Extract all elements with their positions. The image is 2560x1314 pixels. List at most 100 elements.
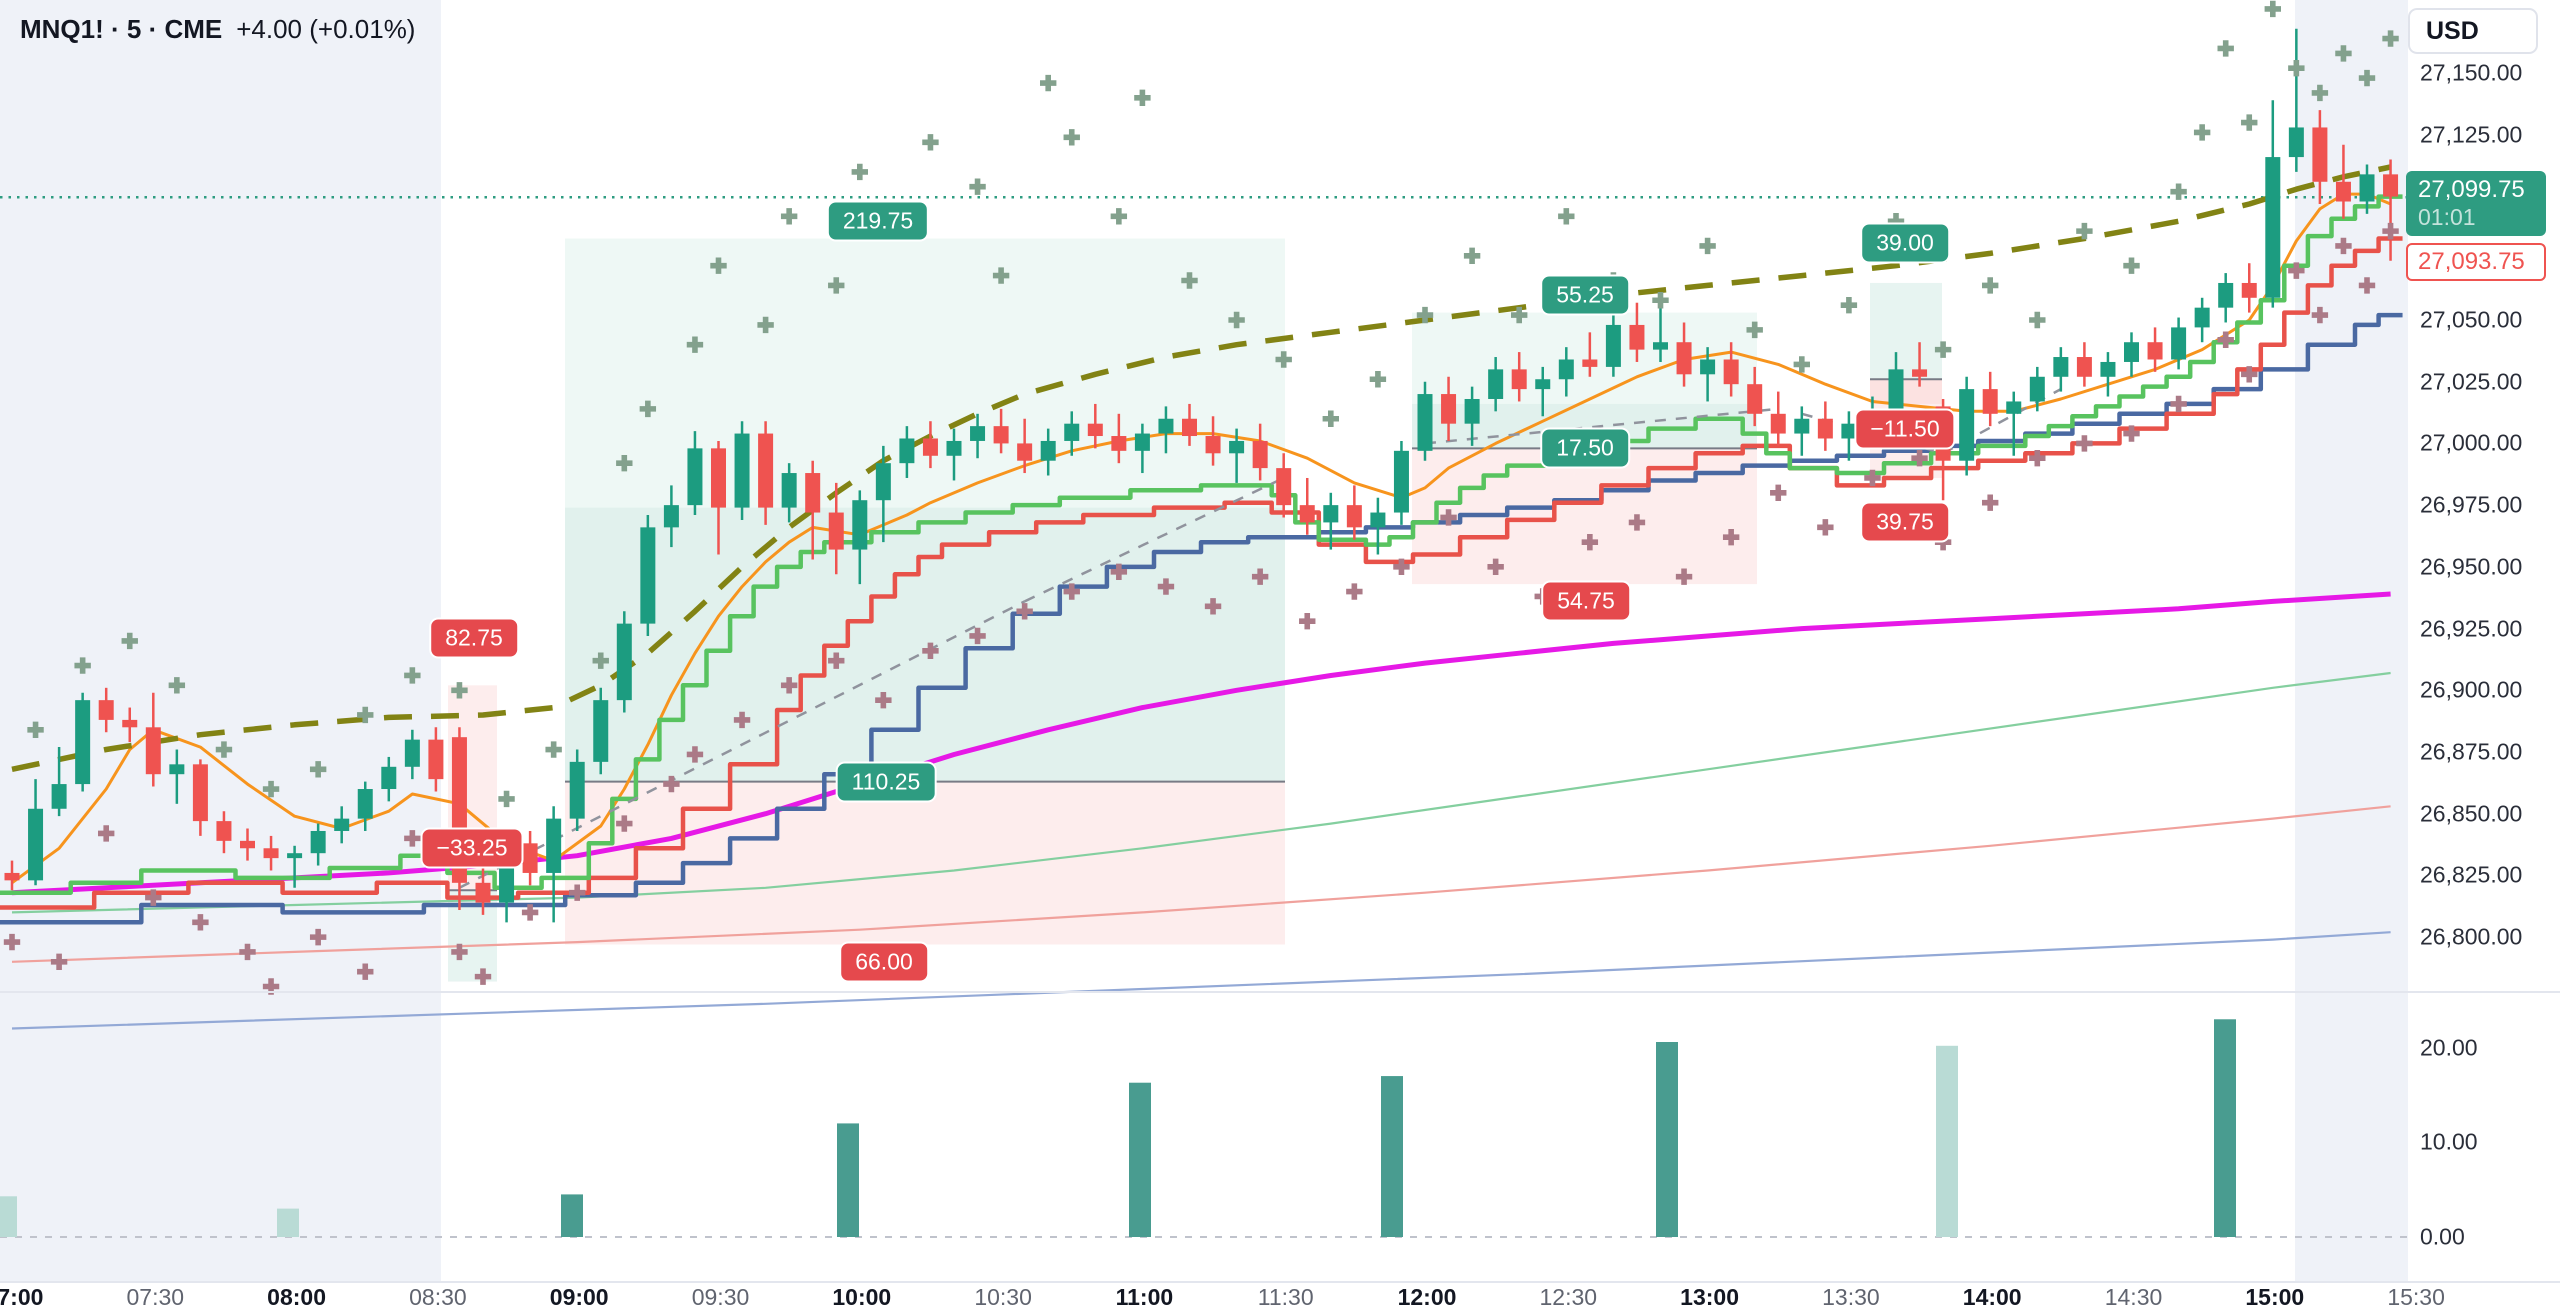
time-tick: 13:30 xyxy=(1822,1284,1880,1310)
marker-plus-rose xyxy=(474,968,492,985)
marker-plus-rose xyxy=(2123,425,2140,442)
marker-plus-sage xyxy=(498,790,515,808)
marker-plus-rose xyxy=(2311,306,2329,324)
marker-plus-sage xyxy=(757,316,774,334)
marker-plus-sage xyxy=(1793,356,1810,373)
measurement-badge[interactable]: 110.25 xyxy=(835,761,937,803)
marker-plus-rose xyxy=(1251,568,1269,585)
marker-plus-sage xyxy=(1699,237,1716,255)
histogram-bar xyxy=(277,1208,299,1237)
marker-plus-rose xyxy=(2358,277,2376,294)
candle-body xyxy=(1017,443,1033,461)
marker-plus-sage xyxy=(1181,272,1198,289)
marker-plus-rose xyxy=(1157,578,1175,595)
measurement-badge[interactable]: 66.00 xyxy=(839,941,929,983)
marker-plus-rose xyxy=(969,627,986,645)
marker-plus-rose xyxy=(1063,583,1080,600)
candle-body xyxy=(75,700,91,785)
symbol-title-bar[interactable]: MNQ1! · 5 · CME +4.00 (+0.01%) xyxy=(20,14,415,45)
candle-body xyxy=(946,440,962,456)
time-tick: 10:00 xyxy=(832,1284,892,1310)
price-tick: 26,950.00 xyxy=(2420,553,2523,580)
measurement-badge[interactable]: 82.75 xyxy=(429,617,519,659)
candle-body xyxy=(2006,401,2022,414)
candle-body xyxy=(1817,418,1833,439)
ma-olive-dashed xyxy=(11,164,2392,772)
candle-body xyxy=(404,739,420,767)
candle-body xyxy=(711,448,726,508)
marker-plus-sage xyxy=(828,277,845,294)
time-tick: 09:30 xyxy=(691,1284,750,1310)
candle-body xyxy=(1040,440,1056,461)
ma-salmon-thin xyxy=(11,805,2391,963)
currency-selector-button[interactable]: USD xyxy=(2408,8,2538,54)
time-tick: 08:00 xyxy=(267,1284,327,1310)
marker-plus-sage xyxy=(1652,292,1669,309)
measurement-badge[interactable]: 219.75 xyxy=(826,200,930,242)
candle-body xyxy=(2194,307,2210,328)
marker-plus-sage xyxy=(992,267,1010,284)
price-tick: 26,825.00 xyxy=(2420,861,2523,888)
panel-tick: 10.00 xyxy=(2420,1128,2478,1155)
candle-body xyxy=(1841,423,1857,439)
marker-plus-rose xyxy=(1110,563,1128,580)
candle-body xyxy=(522,843,538,873)
marker-plus-rose xyxy=(2335,237,2352,255)
marker-plus-rose xyxy=(828,652,845,669)
marker-plus-sage xyxy=(451,682,468,699)
candle-body xyxy=(2100,361,2116,377)
measurement-badge[interactable]: 54.75 xyxy=(1541,580,1631,622)
marker-plus-rose xyxy=(616,815,633,832)
marker-plus-sage xyxy=(168,677,186,694)
candle-body xyxy=(1299,505,1315,523)
marker-plus-sage xyxy=(1982,277,1999,294)
candle-body xyxy=(781,473,797,508)
zigzag-dashed xyxy=(1024,476,1285,603)
measurement-badge[interactable]: 39.00 xyxy=(1860,222,1950,264)
candle-body xyxy=(122,719,138,728)
measurement-badge[interactable]: 55.25 xyxy=(1540,274,1630,316)
candle-body xyxy=(4,872,20,881)
symbol-title[interactable]: MNQ1! · 5 · CME xyxy=(20,14,223,44)
measure-zone xyxy=(565,238,1285,508)
measurement-badge[interactable]: 39.75 xyxy=(1860,501,1950,543)
marker-plus-sage xyxy=(2241,114,2258,131)
time-tick: 08:30 xyxy=(409,1284,467,1310)
candle-body xyxy=(28,808,44,881)
histogram-bar xyxy=(1936,1045,1958,1237)
candle-body xyxy=(1346,505,1362,528)
marker-plus-rose xyxy=(1864,469,1881,487)
time-tick: 15:30 xyxy=(2387,1284,2445,1310)
candle-body xyxy=(1087,423,1103,437)
marker-plus-rose xyxy=(1299,612,1316,630)
candle-body xyxy=(2359,174,2375,202)
marker-plus-sage xyxy=(1369,371,1387,388)
candle-body xyxy=(1912,369,1928,377)
measurement-badge[interactable]: −11.50 xyxy=(1854,408,1956,450)
time-tick: 07:00 xyxy=(0,1284,44,1310)
time-tick: 15:00 xyxy=(2245,1284,2305,1310)
time-tick: 13:00 xyxy=(1680,1284,1740,1310)
marker-plus-sage xyxy=(2335,45,2352,62)
candle-body xyxy=(1676,342,1692,375)
candle-body xyxy=(216,821,232,841)
candle-body xyxy=(2265,157,2281,298)
time-tick: 12:30 xyxy=(1539,1284,1598,1310)
marker-plus-sage xyxy=(851,163,868,181)
candle-body xyxy=(1558,359,1574,380)
measurement-badge[interactable]: 17.50 xyxy=(1540,427,1630,469)
marker-plus-sage xyxy=(1558,208,1575,225)
time-tick: 10:30 xyxy=(974,1284,1032,1310)
marker-plus-sage xyxy=(2358,69,2376,87)
marker-plus-rose xyxy=(1016,603,1033,620)
zigzag-dashed xyxy=(1424,407,1779,445)
measurement-badge[interactable]: −33.25 xyxy=(420,827,524,869)
candle-body xyxy=(616,623,632,701)
candle-body xyxy=(1700,359,1716,375)
histogram-bar xyxy=(1129,1082,1151,1237)
price-change: +4.00 (+0.01%) xyxy=(236,14,416,44)
marker-plus-sage xyxy=(1511,306,1528,324)
marker-plus-sage xyxy=(2382,30,2399,47)
marker-plus-rose xyxy=(2170,395,2187,413)
